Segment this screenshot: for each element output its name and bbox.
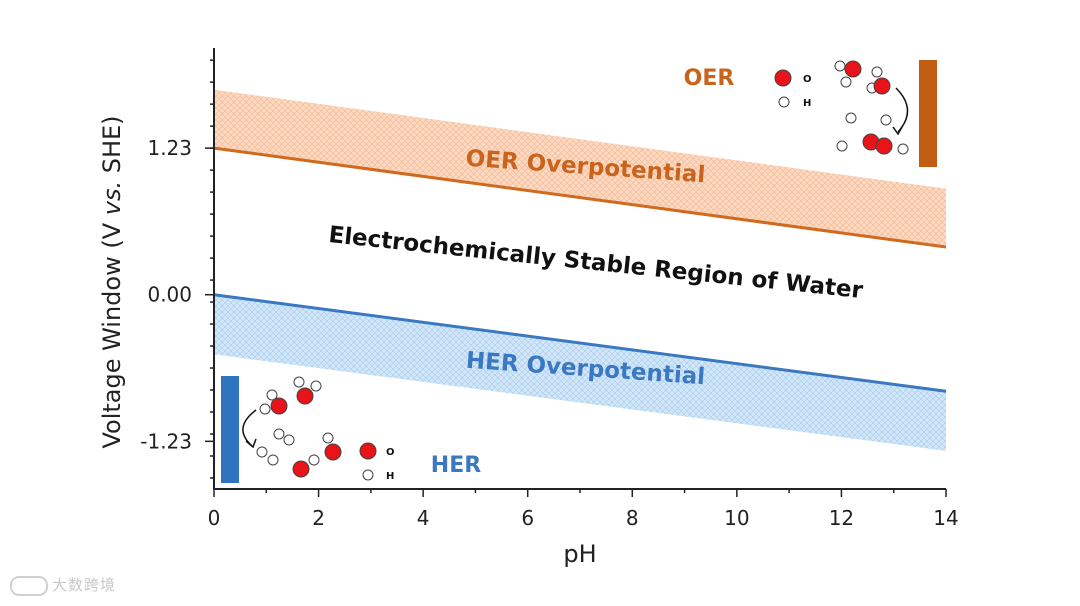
oxygen-legend-icon	[359, 442, 377, 460]
oxygen-legend-label: O	[386, 447, 395, 458]
hydrogen-legend-label: H	[803, 98, 811, 109]
oxygen-atom	[844, 60, 862, 78]
y-axis-label: Voltage Window (V vs. SHE)	[98, 115, 126, 448]
hydrogen-atom	[845, 112, 857, 124]
oxygen-atom	[873, 77, 891, 95]
hydrogen-atom	[871, 66, 883, 78]
axes: 0 2 4 6 8 10 12 14 1.23 0.00 -1.23	[140, 48, 959, 530]
hydrogen-atom	[256, 446, 268, 458]
hydrogen-legend-label: H	[386, 471, 394, 482]
hydrogen-atom	[897, 143, 909, 155]
hydrogen-atom	[267, 454, 279, 466]
hydrogen-atom	[283, 434, 295, 446]
x-tick-label: 2	[312, 506, 325, 530]
her-electrode	[221, 376, 239, 483]
stable-region-label: Electrochemically Stable Region of Water	[327, 222, 864, 304]
x-tick-label: 8	[626, 506, 639, 530]
hydrogen-atom	[259, 403, 271, 415]
hydrogen-legend-icon	[362, 469, 374, 481]
oer-schematic: OER O H	[684, 60, 937, 167]
watermark-logo-icon	[10, 575, 48, 596]
hydrogen-atom	[836, 140, 848, 152]
y-tick-label: -1.23	[140, 429, 192, 453]
oer-line	[213, 146, 947, 249]
her-label: HER	[431, 453, 481, 478]
hydrogen-atom	[293, 376, 305, 388]
hydrogen-legend-icon	[778, 96, 790, 108]
her-arrowhead-icon	[245, 438, 257, 449]
hydrogen-atom	[322, 432, 334, 444]
x-axis-label: pH	[563, 540, 596, 568]
hydrogen-atom	[273, 428, 285, 440]
hydrogen-atom	[880, 114, 892, 126]
her-overpotential-band	[214, 294, 946, 451]
oxygen-atom	[296, 387, 314, 405]
her-schematic: HER O H	[221, 376, 481, 483]
oxygen-legend-label: O	[803, 74, 812, 85]
watermark-text: 大数跨境	[52, 576, 117, 594]
her-line	[213, 293, 947, 393]
oxygen-atom	[875, 137, 893, 155]
oxygen-atom	[270, 397, 288, 415]
x-tick-label: 12	[829, 506, 854, 530]
oer-arrow-icon	[895, 87, 909, 133]
oxygen-atom	[324, 443, 342, 461]
oxygen-legend-icon	[774, 69, 792, 87]
y-tick-label: 0.00	[147, 283, 192, 307]
hydrogen-atom	[834, 60, 846, 72]
oer-overpotential-band	[214, 89, 946, 248]
hydrogen-atom	[308, 454, 320, 466]
hydrogen-atom	[310, 380, 322, 392]
hydrogen-atom	[840, 76, 852, 88]
y-tick-label: 1.23	[147, 136, 192, 160]
oer-electrode	[919, 60, 937, 167]
x-tick-label: 0	[208, 506, 221, 530]
x-tick-label: 4	[417, 506, 430, 530]
x-tick-label: 6	[521, 506, 534, 530]
her-arrow-icon	[242, 409, 257, 447]
x-tick-label: 10	[724, 506, 749, 530]
hydrogen-atom	[266, 389, 278, 401]
watermark: 大数跨境	[10, 574, 116, 596]
oer-label: OER	[684, 66, 735, 91]
oxygen-atom	[292, 460, 310, 478]
x-tick-label: 14	[933, 506, 958, 530]
oer-arrowhead-icon	[892, 126, 903, 136]
